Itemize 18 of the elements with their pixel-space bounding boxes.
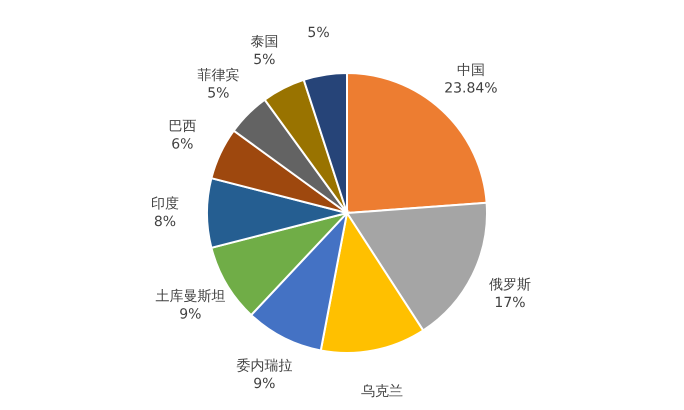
slice-label: 泰国 [250, 34, 278, 50]
data-label: 5% [253, 52, 276, 68]
data-label: 9% [179, 306, 202, 322]
slice-label: 印度 [151, 196, 179, 212]
data-label: 8% [154, 214, 176, 230]
slice-label: 土库曼斯坦 [155, 288, 226, 304]
slice-label: 中国 [456, 62, 485, 79]
data-label: 23.84% [444, 80, 498, 97]
data-label: 6% [171, 136, 194, 152]
data-label: 5% [207, 85, 230, 102]
slice-label: 俄罗斯 [488, 276, 531, 293]
slice-label: 委内瑞拉 [236, 358, 292, 374]
slice-label: 巴西 [168, 118, 196, 134]
data-label: 9% [253, 376, 276, 392]
slice-label: 菲律宾 [197, 67, 240, 84]
data-label: 17% [494, 294, 526, 311]
data-label: 5% [307, 25, 330, 42]
slice-label: 乌克兰 [361, 383, 403, 400]
